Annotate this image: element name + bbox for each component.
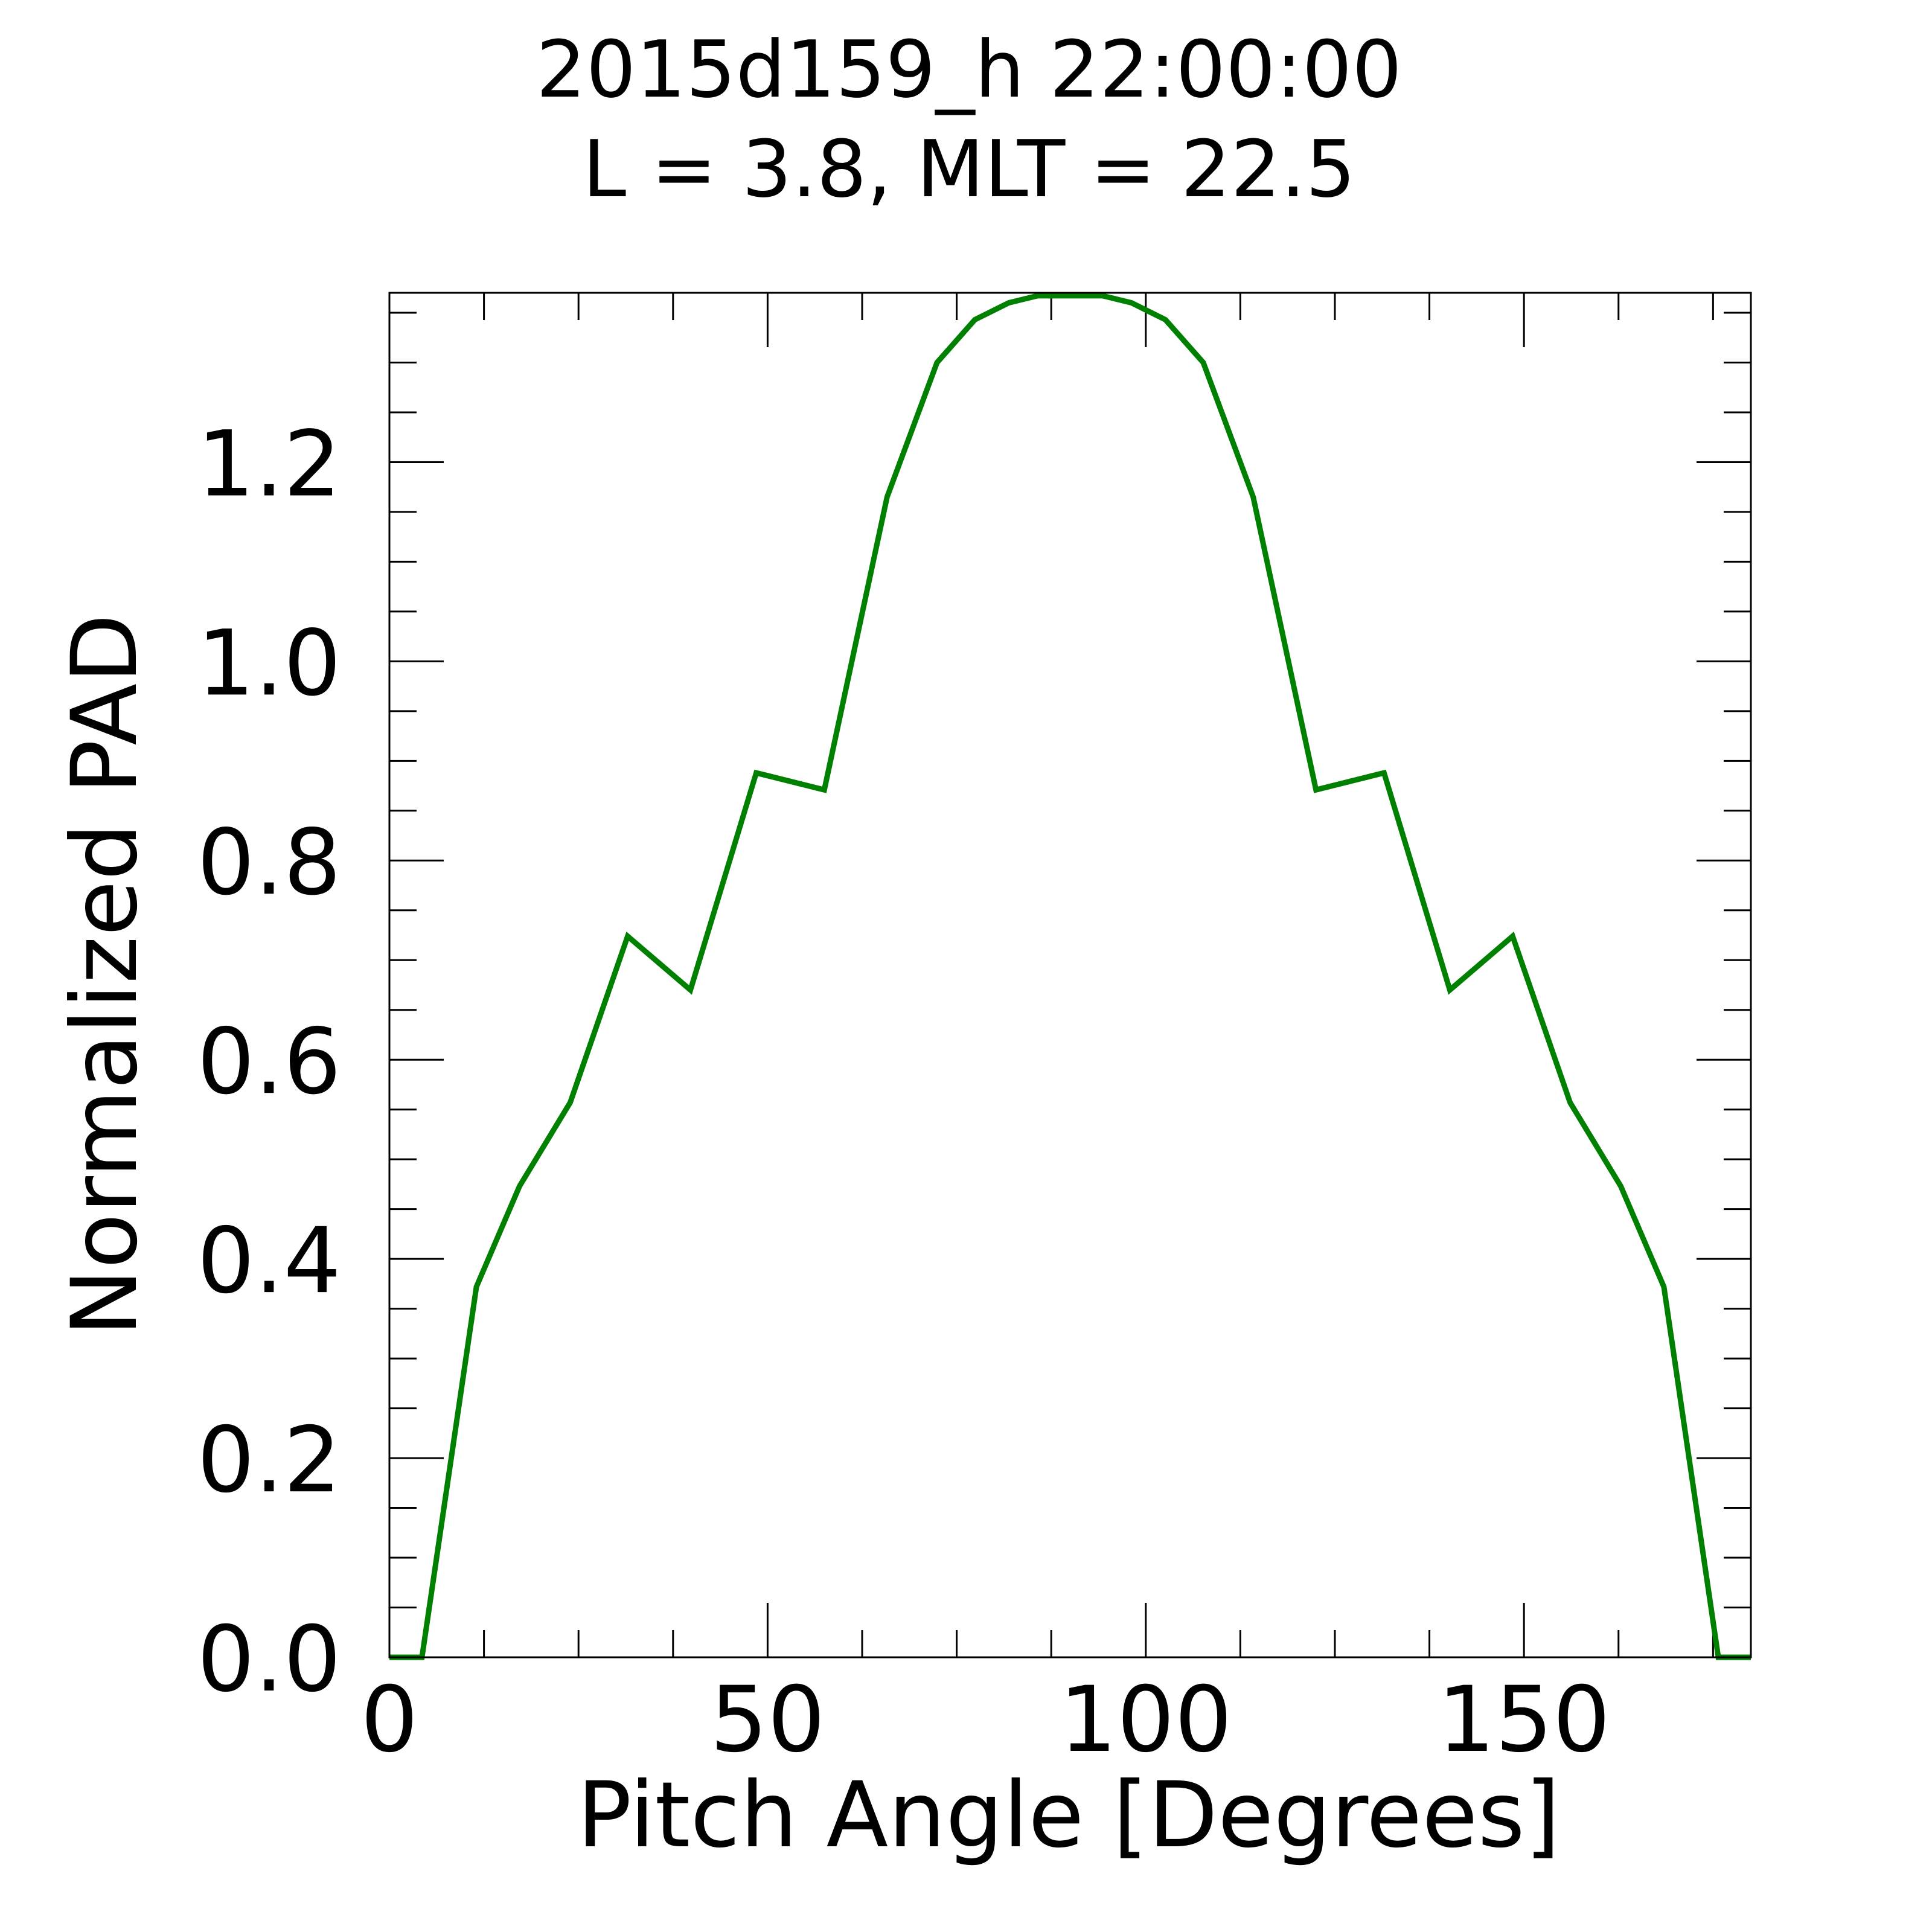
y-tick-label: 0.4 (197, 1209, 341, 1314)
y-tick-label: 1.0 (197, 611, 341, 716)
y-tick-label: 0.0 (197, 1607, 341, 1712)
series-layer (389, 293, 1751, 1660)
chart-subtitle: L = 3.8, MLT = 22.5 (583, 123, 1356, 215)
x-axis-label: Pitch Angle [Degrees] (577, 1763, 1561, 1868)
x-tick-label: 0 (360, 1668, 418, 1773)
y-axis-label: Normalized PAD (53, 613, 158, 1336)
plot-frame (388, 292, 1752, 1659)
x-tick-label: 150 (1438, 1668, 1610, 1773)
y-tick-label: 1.2 (197, 412, 341, 517)
chart-title: 2015d159_h 22:00:00 (536, 24, 1402, 115)
y-tick-label: 0.8 (197, 810, 341, 915)
series-line (389, 293, 1751, 1660)
y-tick-label: 0.6 (197, 1009, 341, 1115)
x-tick-label: 100 (1060, 1668, 1232, 1773)
tick-labels-layer: 0 50 100 150 0.0 0.2 0.4 0.6 0.8 1.0 1.2 (197, 412, 1610, 1773)
x-tick-label: 50 (710, 1668, 825, 1773)
y-tick-label: 0.2 (197, 1408, 341, 1513)
ticks-layer (388, 293, 1751, 1659)
